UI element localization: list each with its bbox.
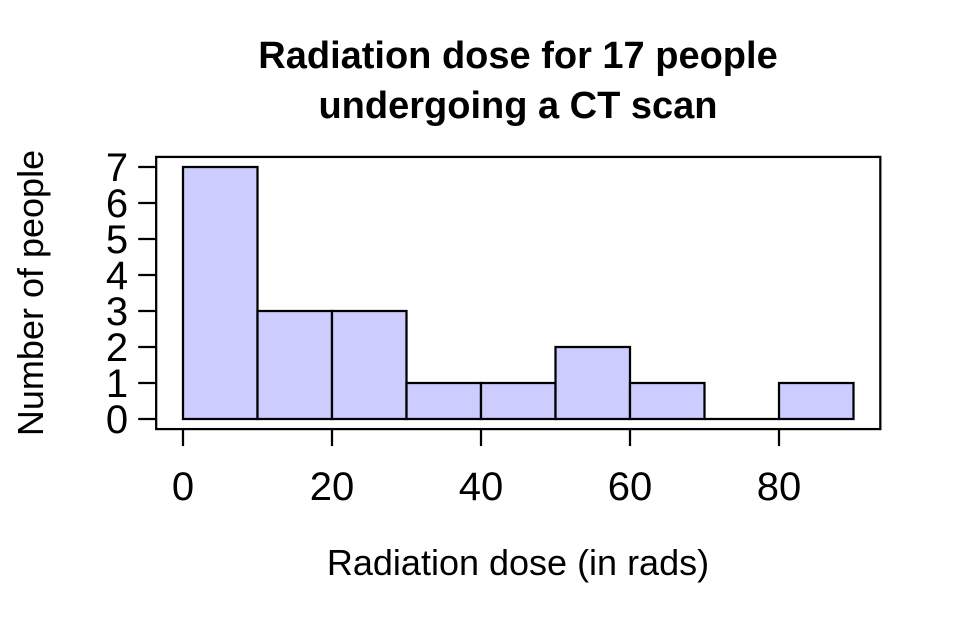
x-tick-label: 80 <box>757 465 802 509</box>
x-axis-label: Radiation dose (in rads) <box>326 542 710 583</box>
histogram-bar <box>554 345 632 421</box>
histogram-bar <box>256 309 334 421</box>
histogram-bar <box>479 381 557 421</box>
plot-box <box>155 155 882 431</box>
y-tick-label: 5 <box>106 218 128 262</box>
y-tick-label: 2 <box>106 326 128 370</box>
x-tick-label: 60 <box>608 465 653 509</box>
chart-title: Radiation dose for 17 people undergoing … <box>156 31 880 131</box>
histogram-bar <box>777 381 855 421</box>
y-tick-label: 6 <box>106 182 128 226</box>
x-tick-label: 20 <box>310 465 355 509</box>
y-tick-label: 0 <box>106 398 128 442</box>
histogram-bar <box>330 309 408 421</box>
y-tick-label: 3 <box>106 290 128 334</box>
y-tick-label: 4 <box>106 254 128 298</box>
chart-title-line-1: Radiation dose for 17 people <box>258 35 778 77</box>
chart-title-line-2: undergoing a CT scan <box>318 85 718 127</box>
y-tick-label: 7 <box>106 146 128 190</box>
histogram-bar <box>181 165 259 421</box>
x-tick-label: 40 <box>459 465 504 509</box>
y-tick-label: 1 <box>106 362 128 406</box>
histogram-bar <box>405 381 483 421</box>
histogram-bar <box>628 381 706 421</box>
x-tick-label: 0 <box>172 465 194 509</box>
